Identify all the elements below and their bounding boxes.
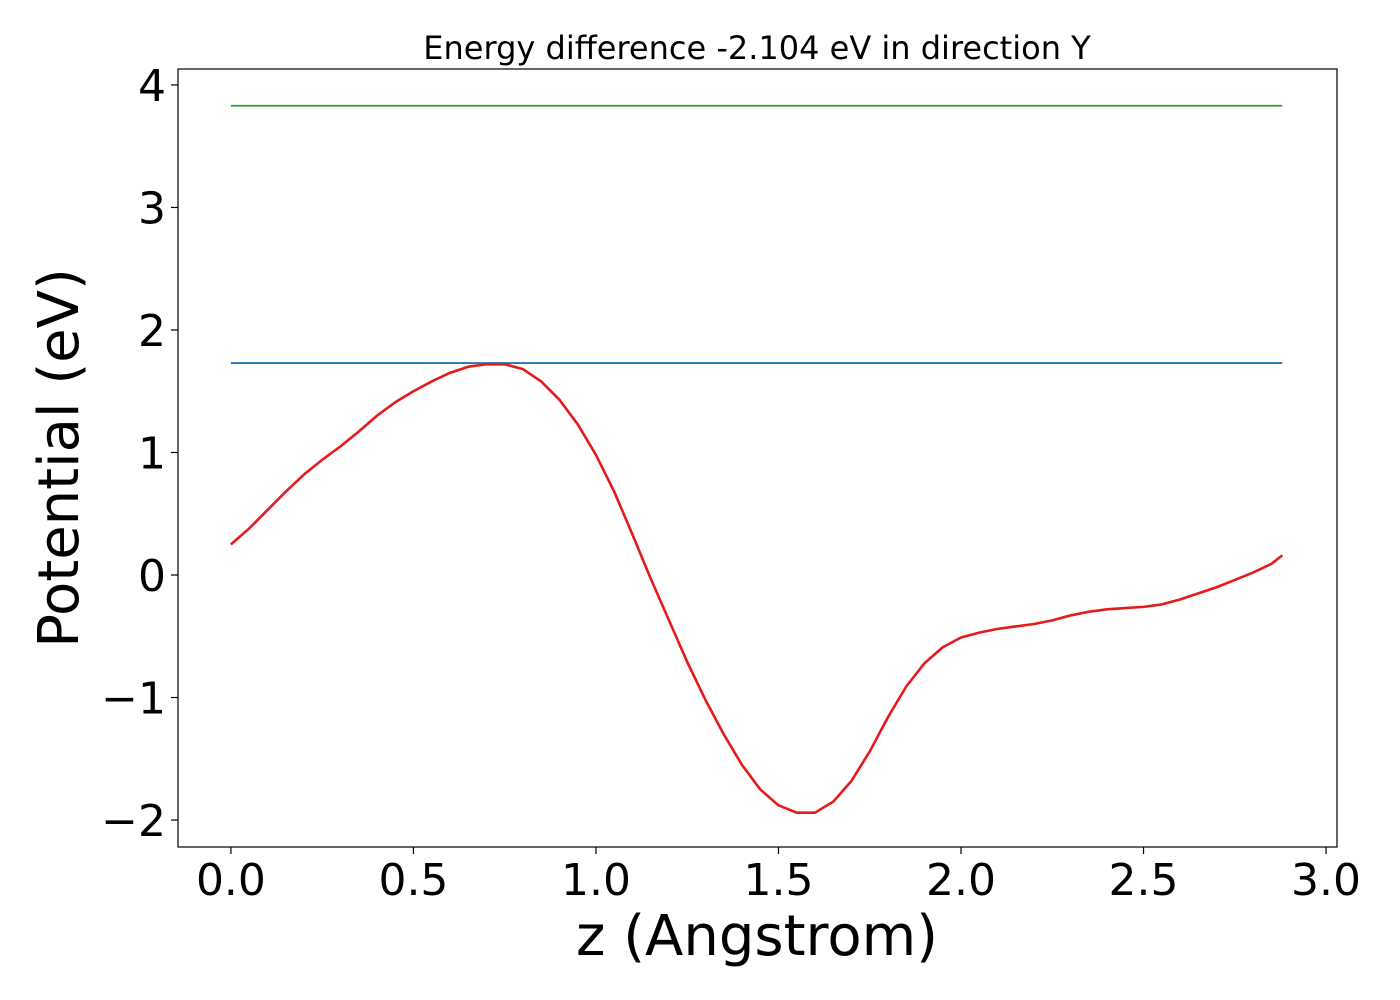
x-tick-label: 0.0 — [196, 855, 266, 906]
x-axis-title: z (Angstrom) — [576, 904, 938, 969]
y-axis-title: Potential (eV) — [27, 268, 92, 648]
x-tick-label: 1.0 — [561, 855, 631, 906]
plot-area-frame — [177, 68, 1338, 848]
x-tick-label: 0.5 — [378, 855, 448, 906]
series-layer — [230, 104, 1284, 814]
x-tick-label: 3.0 — [1291, 855, 1361, 906]
x-axis-ticks: 0.0 0.5 1.0 1.5 2.0 2.5 3.0 — [196, 847, 1361, 906]
y-axis-ticks: −2 −1 0 1 2 3 4 — [101, 61, 178, 847]
x-tick-label: 1.5 — [743, 855, 813, 906]
y-tick-label: 2 — [138, 306, 166, 357]
x-tick-label: 2.0 — [926, 855, 996, 906]
y-tick-label: 1 — [138, 428, 166, 479]
x-tick-label: 2.5 — [1109, 855, 1179, 906]
y-tick-label: −2 — [101, 796, 166, 847]
y-tick-label: −1 — [101, 674, 166, 725]
y-tick-label: 3 — [138, 183, 166, 234]
y-tick-label: 4 — [138, 61, 166, 112]
chart-title: Energy difference -2.104 eV in direction… — [423, 29, 1091, 67]
series-line-3 — [230, 362, 1284, 814]
y-tick-label: 0 — [138, 551, 166, 602]
